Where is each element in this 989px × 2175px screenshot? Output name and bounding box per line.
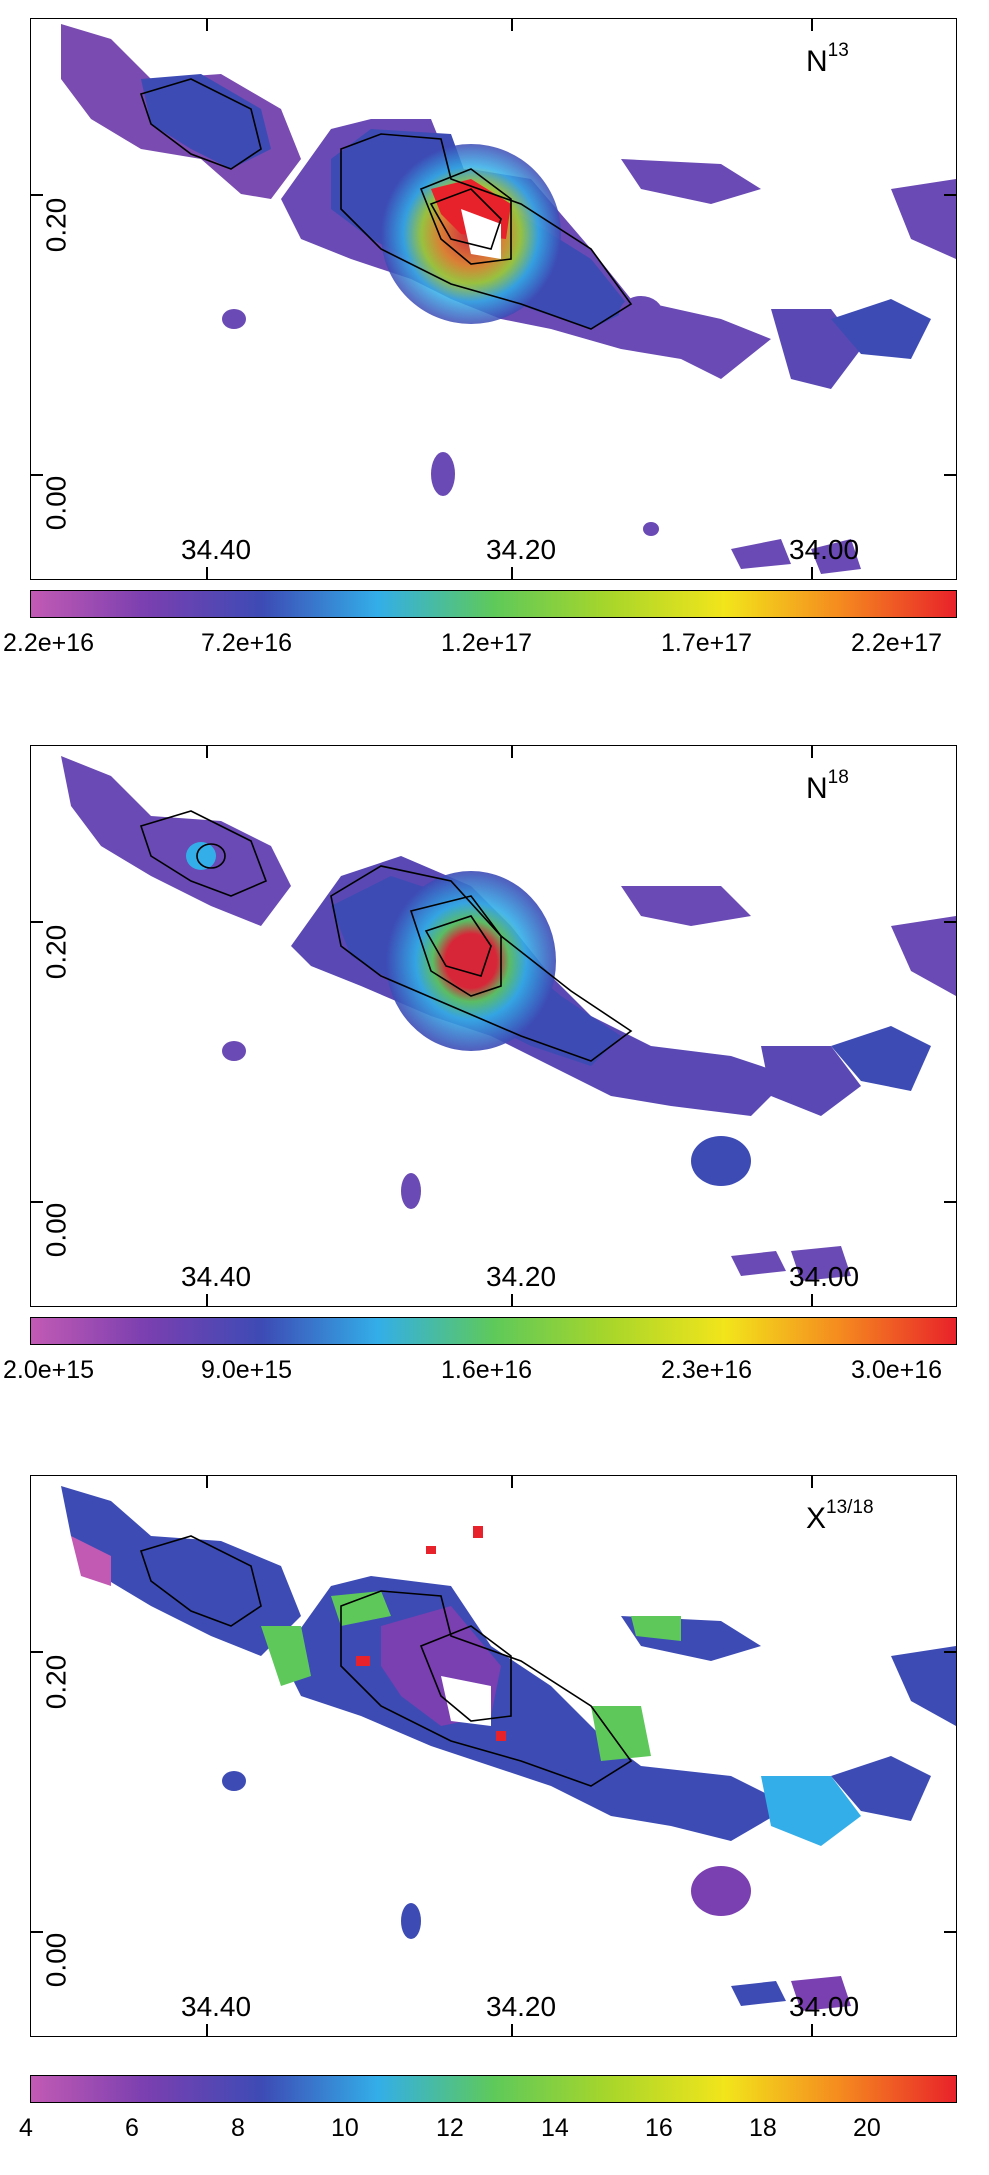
- axis-tick: [811, 2024, 813, 2036]
- x-tick-label: 34.00: [789, 1261, 860, 1292]
- colorbar-tick-label: 1.7e+17: [661, 629, 753, 657]
- heatmap-image: [61, 1486, 956, 2011]
- x-tick-label: 34.40: [181, 1991, 252, 2022]
- y-tick-label: 0.00: [40, 475, 72, 531]
- axis-tick: [944, 921, 956, 923]
- y-tick-label: 0.20: [40, 197, 72, 253]
- axis-tick: [206, 746, 208, 758]
- colorbar-tick-label: 2.2e+17: [851, 629, 943, 657]
- axis-tick: [511, 1476, 513, 1488]
- axis-tick: [31, 921, 43, 923]
- axis-tick: [31, 474, 43, 476]
- colorbar-tick-label: 2.0e+15: [3, 1356, 95, 1384]
- panel-n18: N18 34.40 34.20 34.00 0.20 0.00 2.0e+15 …: [0, 745, 989, 1445]
- panel-x13-18: X13/18 34.40 34.20 34.00 0.20 0.00 4 6 8…: [0, 1475, 989, 2175]
- heatmap-image: [61, 24, 956, 574]
- axis-tick: [944, 1931, 956, 1933]
- x-tick-label: 34.00: [789, 534, 860, 565]
- axis-tick: [944, 1201, 956, 1203]
- colorbar-tick-label: 9.0e+15: [201, 1356, 293, 1384]
- colorbar-tick-label: 1.2e+17: [441, 629, 533, 657]
- colorbar-tick-label: 8: [231, 2114, 245, 2142]
- axis-tick: [511, 1294, 513, 1306]
- axis-tick: [511, 567, 513, 579]
- colorbar-tick-label: 18: [749, 2114, 777, 2142]
- axis-tick: [31, 194, 43, 196]
- y-tick-label: 0.00: [40, 1932, 72, 1988]
- axis-tick: [811, 1476, 813, 1488]
- axis-tick: [206, 1294, 208, 1306]
- axis-tick: [206, 567, 208, 579]
- colorbar: 4 6 8 10 12 14 16 18 20: [19, 2075, 957, 2142]
- colorbar-tick-label: 20: [853, 2114, 881, 2142]
- panel-label: N18: [806, 767, 849, 805]
- colorbar-tick-label: 2.2e+16: [3, 629, 95, 657]
- axis-tick: [31, 1931, 43, 1933]
- colorbar-tick-label: 1.6e+16: [441, 1356, 533, 1384]
- y-tick-label: 0.00: [40, 1202, 72, 1258]
- y-tick-label: 0.20: [40, 924, 72, 980]
- heatmap-image: [61, 756, 956, 1281]
- axis-tick: [206, 2024, 208, 2036]
- panel-label: X13/18: [806, 1497, 874, 1535]
- map-frame: N18 34.40 34.20 34.00 0.20 0.00: [30, 745, 957, 1307]
- map-frame: N13 34.40 34.20 34.00 0.20 0.00: [30, 18, 957, 580]
- x-tick-label: 34.20: [486, 534, 557, 565]
- x-tick-label: 34.20: [486, 1261, 557, 1292]
- colorbar-tick-label: 6: [125, 2114, 139, 2142]
- colorbar-tick-label: 4: [19, 2114, 33, 2142]
- axis-tick: [944, 1651, 956, 1653]
- axis-tick: [31, 1651, 43, 1653]
- colorbar: 2.0e+15 9.0e+15 1.6e+16 2.3e+16 3.0e+16: [3, 1317, 957, 1384]
- x-tick-label: 34.20: [486, 1991, 557, 2022]
- axis-tick: [811, 567, 813, 579]
- colorbar-tick-label: 7.2e+16: [201, 629, 293, 657]
- axis-tick: [206, 1476, 208, 1488]
- colorbar-tick-label: 2.3e+16: [661, 1356, 753, 1384]
- axis-tick: [511, 746, 513, 758]
- colorbar-tick-label: 14: [541, 2114, 569, 2142]
- x-tick-label: 34.40: [181, 534, 252, 565]
- axis-tick: [511, 19, 513, 31]
- colorbar-tick-label: 12: [436, 2114, 464, 2142]
- colorbar-tick-label: 16: [645, 2114, 673, 2142]
- colorbar: 2.2e+16 7.2e+16 1.2e+17 1.7e+17 2.2e+17: [3, 590, 957, 657]
- axis-tick: [811, 746, 813, 758]
- map-frame: X13/18 34.40 34.20 34.00 0.20 0.00: [30, 1475, 957, 2037]
- axis-tick: [944, 194, 956, 196]
- y-tick-label: 0.20: [40, 1654, 72, 1710]
- x-tick-label: 34.00: [789, 1991, 860, 2022]
- axis-tick: [811, 1294, 813, 1306]
- colorbar-tick-label: 10: [331, 2114, 359, 2142]
- axis-tick: [511, 2024, 513, 2036]
- axis-tick: [811, 19, 813, 31]
- panel-label: N13: [806, 40, 849, 78]
- panel-n13: N13 34.40 34.20 34.00 0.20 0.00 2.2e+16 …: [0, 18, 989, 718]
- axis-tick: [944, 474, 956, 476]
- axis-tick: [206, 19, 208, 31]
- x-tick-label: 34.40: [181, 1261, 252, 1292]
- colorbar-tick-label: 3.0e+16: [851, 1356, 943, 1384]
- axis-tick: [31, 1201, 43, 1203]
